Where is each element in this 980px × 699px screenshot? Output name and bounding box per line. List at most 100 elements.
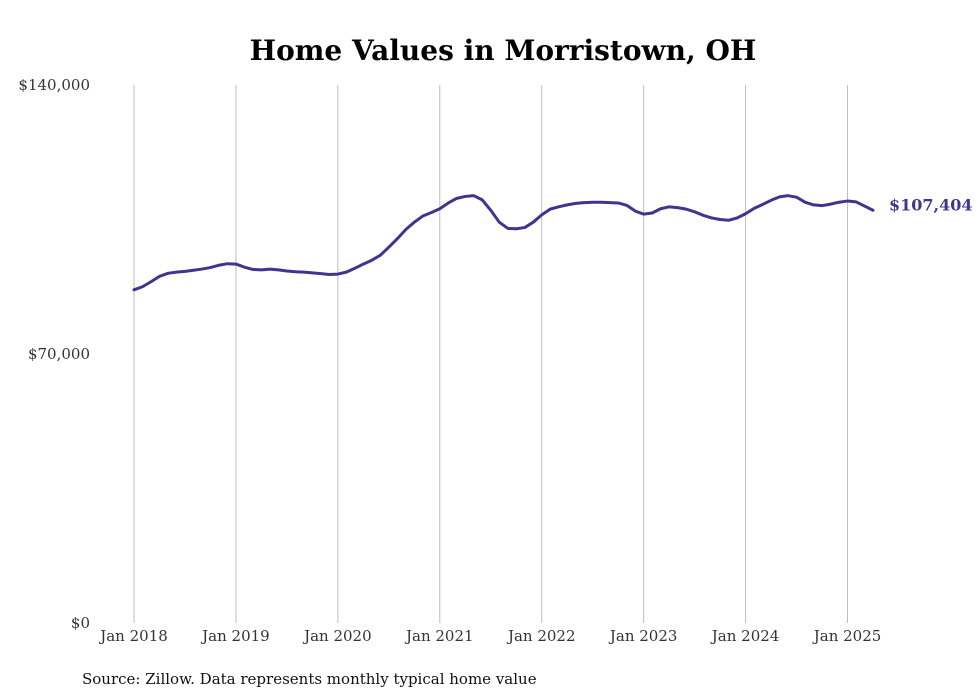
data-point [430,211,433,214]
data-point [396,237,399,240]
data-point [583,201,586,204]
data-point [455,197,458,200]
data-point [200,267,204,271]
gridlines [133,85,849,623]
data-point [141,285,144,288]
data-point [650,211,654,215]
data-point [183,270,187,273]
data-point [260,268,263,272]
data-point [778,195,781,199]
data-point [447,201,450,205]
data-point [387,245,391,249]
data-point [846,199,849,203]
data-point [659,207,662,210]
data-point [268,267,272,271]
x-tick-label: Jan 2024 [710,627,780,645]
data-point [226,262,229,265]
data-point [693,210,696,214]
data-points [132,194,875,292]
data-point [557,205,560,209]
data-point [854,200,858,204]
data-point [608,201,611,204]
x-axis: Jan 2018 Jan 2019 Jan 2020 Jan 2021 Jan 2022… [98,627,881,645]
data-point [166,272,170,275]
data-point [294,270,297,273]
data-point [769,199,773,202]
data-point [319,272,323,275]
data-point [837,201,841,204]
data-point [574,202,577,205]
data-point [498,220,501,224]
y-tick-label: $0 [71,614,90,632]
data-point [370,259,374,262]
x-tick-label: Jan 2018 [98,627,168,645]
data-point [464,195,467,198]
data-point [871,209,875,212]
data-point [311,271,314,275]
data-point [328,273,331,276]
data-point [413,220,416,224]
data-point [481,198,484,202]
data-point [192,269,195,272]
data-point [353,267,357,270]
data-point [404,228,408,231]
data-point [642,212,645,216]
data-point [744,212,747,215]
data-point [234,262,238,266]
data-point [633,209,637,213]
data-point [820,204,824,207]
data-point [684,207,688,211]
data-point [812,203,815,207]
data-point [336,272,340,276]
data-point [132,288,136,292]
data-point [786,194,790,197]
x-tick-label: Jan 2020 [302,627,372,645]
x-tick-label: Jan 2022 [506,627,576,645]
y-tick-label: $70,000 [28,345,90,363]
data-point [421,214,424,218]
data-point [209,266,212,269]
data-point [285,269,289,273]
data-point [761,203,764,206]
data-point [251,268,255,271]
data-point [523,226,526,229]
home-value-line [132,194,875,292]
data-point [472,194,475,197]
data-point [506,227,509,230]
data-point [701,214,705,217]
chart-title: Home Values in Morristown, OH [250,34,757,67]
data-point [803,201,807,204]
data-point [599,201,603,204]
data-point [549,207,552,211]
data-point [302,270,306,274]
source-note: Source: Zillow. Data represents monthly … [82,670,537,688]
x-tick-label: Jan 2023 [608,627,678,645]
end-value-label: $107,404 [889,195,973,214]
data-point [752,207,756,210]
data-point [735,216,739,220]
data-point [829,202,832,206]
x-tick-label: Jan 2021 [404,627,474,645]
data-point [566,203,569,207]
data-point [710,216,713,220]
y-tick-label: $140,000 [18,76,90,94]
data-point [345,270,348,274]
data-point [217,264,221,267]
data-point [616,201,620,205]
data-point [667,205,671,209]
data-point [795,196,798,199]
data-point [175,270,178,274]
data-point [362,262,365,266]
data-point [277,268,280,272]
data-point [676,206,679,209]
x-tick-label: Jan 2019 [200,627,270,645]
data-point [149,280,153,283]
x-tick-label: Jan 2025 [812,627,882,645]
data-point [515,227,518,230]
data-point [532,220,535,224]
data-point [863,204,866,208]
data-point [591,201,594,204]
y-axis: $0 $70,000 $140,000 [18,76,90,632]
data-point [718,218,722,221]
